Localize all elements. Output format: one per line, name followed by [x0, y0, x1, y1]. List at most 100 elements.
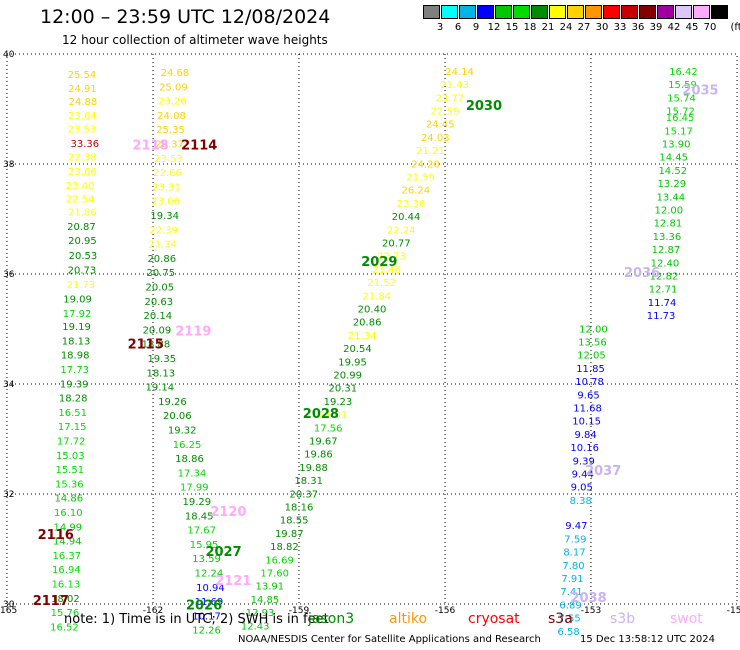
legend-label: 27: [577, 22, 591, 33]
wave-height-value: 13.36: [653, 232, 682, 243]
wave-height-value: 22.59: [431, 107, 460, 118]
wave-height-value: 15.59: [668, 80, 697, 91]
wave-height-value: 15.51: [55, 465, 84, 476]
pass-number-label: 2035: [682, 84, 718, 99]
wave-height-value: 17.72: [57, 437, 86, 448]
credit-text: NOAA/NESDIS Center for Satellite Applica…: [238, 634, 541, 645]
pass-number-label: 2116: [38, 528, 74, 543]
wave-height-value: 17.56: [314, 423, 343, 434]
legend-label: 21: [541, 22, 555, 33]
wave-height-value: 10.16: [570, 443, 599, 454]
wave-height-value: 14.99: [54, 522, 83, 533]
wave-height-value: 19.14: [145, 383, 174, 394]
wave-height-value: 23.06: [151, 197, 180, 208]
wave-height-value: 7.91: [561, 574, 583, 585]
wave-height-value: 23.26: [158, 97, 187, 108]
pass-number-label: 2028: [303, 407, 339, 422]
wave-height-value: 19.23: [324, 397, 353, 408]
wave-height-value: 7.80: [562, 561, 584, 572]
wave-height-value: 7.55: [558, 614, 580, 625]
wave-height-value: 8.17: [563, 548, 585, 559]
wave-height-value: 21.01: [319, 410, 348, 421]
x-tick-label: -165: [0, 606, 17, 616]
wave-height-value: 23.53: [68, 125, 97, 136]
wave-height-value: 23.53: [154, 154, 183, 165]
timestamp-text: 15 Dec 13:58:12 UTC 2024: [580, 634, 715, 645]
wave-height-value: 16.25: [173, 440, 202, 451]
wave-height-value: 18.98: [61, 351, 90, 362]
wave-height-value: 14.52: [658, 166, 687, 177]
legend-swatch: [603, 5, 620, 19]
wave-height-value: 22.54: [66, 195, 95, 206]
wave-height-value: 16.13: [52, 580, 81, 591]
wave-height-value: 25.35: [156, 125, 185, 136]
wave-height-value: 14.86: [54, 494, 83, 505]
wave-height-value: 12.81: [654, 219, 683, 230]
legend-swatch: [675, 5, 692, 19]
wave-height-value: 13.91: [255, 582, 284, 593]
wave-height-value: 10.17: [192, 611, 221, 622]
x-tick-label: -156: [435, 606, 456, 616]
wave-height-value: 9.39: [573, 456, 595, 467]
wave-height-value: 20.06: [163, 411, 192, 422]
wave-height-value: 25.54: [68, 70, 97, 81]
wave-height-value: 18.86: [175, 454, 204, 465]
wave-height-value: 21.86: [68, 208, 97, 219]
legend-swatch: [549, 5, 566, 19]
wave-height-value: 16.10: [54, 508, 83, 519]
wave-height-value: 15.17: [664, 126, 693, 137]
wave-height-value: 20.05: [145, 283, 174, 294]
legend-swatch: [441, 5, 458, 19]
wave-height-value: 23.36: [397, 199, 426, 210]
pass-number-label: 2114: [181, 139, 217, 154]
wave-height-value: 12.43: [241, 621, 270, 632]
wave-height-value: 9.05: [571, 483, 593, 494]
wave-height-value: 17.34: [178, 468, 207, 479]
plot-frame: [6, 53, 738, 605]
wave-height-value: 20.73: [68, 265, 97, 276]
wave-height-value: 19.32: [168, 426, 197, 437]
pass-number-label: 2115: [128, 337, 164, 352]
wave-height-value: 14.94: [53, 537, 82, 548]
legend-label: 6: [454, 22, 462, 33]
satellite-jason3: jason3: [308, 611, 355, 627]
pass-number-label: 2120: [210, 505, 246, 520]
y-tick-label: 32: [3, 490, 14, 500]
wave-height-value: 26.24: [401, 186, 430, 197]
wave-height-value: 14.85: [251, 595, 280, 606]
wave-height-value: 16.94: [52, 565, 81, 576]
legend-label: 70: [703, 22, 717, 33]
wave-height-value: 19.29: [182, 497, 211, 508]
pass-number-label: 2026: [186, 599, 222, 614]
y-tick-label: 36: [3, 270, 15, 280]
wave-height-value: 18.16: [285, 503, 314, 514]
wave-height-value: 6.58: [557, 627, 579, 638]
wave-height-value: 20.53: [69, 251, 98, 262]
wave-height-value: 12.87: [652, 245, 681, 256]
legend-label: 45: [685, 22, 699, 33]
pass-number-label: 2036: [624, 266, 660, 281]
wave-height-value: 23.66: [68, 167, 97, 178]
wave-height-value: 13.59: [192, 554, 221, 565]
wave-height-value: 15.36: [55, 479, 84, 490]
page-subtitle: 12 hour collection of altimeter wave hei…: [62, 33, 328, 47]
wave-height-value: 18.31: [294, 476, 323, 487]
wave-height-value: 18.13: [146, 368, 175, 379]
wave-height-value: 22.24: [387, 225, 416, 236]
wave-height-value: 11.74: [648, 298, 677, 309]
page-title: 12:00 – 23:59 UTC 12/08/2024: [40, 6, 331, 28]
wave-height-value: 20.86: [353, 318, 382, 329]
footer-note: note: 1) Time is in UTC; 2) SWH is in fe…: [64, 612, 329, 627]
wave-height-value: 17.73: [60, 365, 89, 376]
legend-label: 15: [505, 22, 519, 33]
wave-height-value: 16.69: [265, 555, 294, 566]
legend-swatch: [495, 5, 512, 19]
y-tick-label: 34: [3, 380, 15, 390]
wave-height-value: 16.45: [666, 113, 695, 124]
wave-height-value: 21.43: [440, 80, 469, 91]
wave-height-value: 13.56: [578, 338, 607, 349]
wave-height-value: 20.77: [382, 239, 411, 250]
legend-swatch: [693, 5, 710, 19]
wave-height-value: 20.14: [144, 311, 173, 322]
wave-height-value: 24.03: [421, 133, 450, 144]
